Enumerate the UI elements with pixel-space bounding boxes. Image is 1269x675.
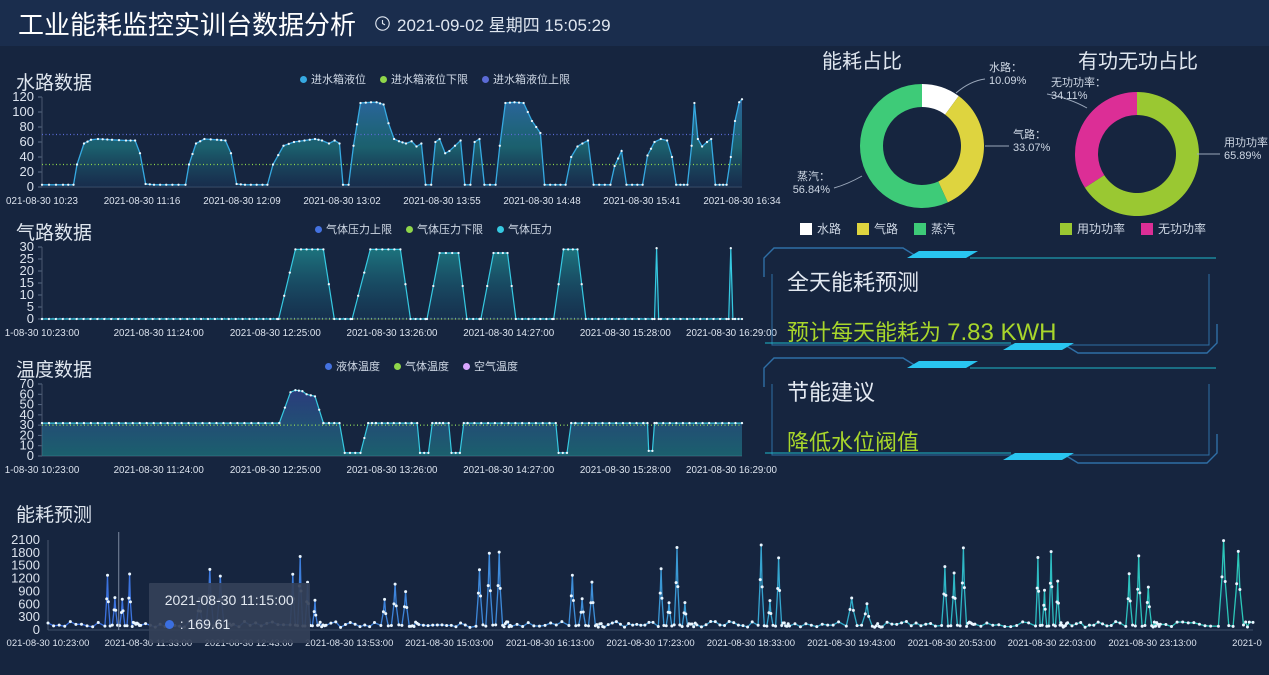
svg-text:2021-08-30 19:43:00: 2021-08-30 19:43:00	[807, 638, 895, 649]
svg-text:2100: 2100	[11, 532, 40, 547]
svg-text:1-08-30 10:23:00: 1-08-30 10:23:00	[5, 328, 80, 339]
svg-text:0: 0	[33, 622, 40, 637]
svg-text:40: 40	[20, 149, 34, 164]
svg-text:10.09%: 10.09%	[989, 75, 1027, 87]
svg-text:60: 60	[20, 134, 34, 149]
svg-text:1200: 1200	[11, 571, 40, 586]
svg-text:2021-08-30 12:25:00: 2021-08-30 12:25:00	[230, 465, 322, 476]
svg-text:56.84%: 56.84%	[793, 184, 831, 196]
svg-text:2021-08-30 14:48: 2021-08-30 14:48	[503, 196, 581, 207]
svg-text:2021-08-30 13:55: 2021-08-30 13:55	[403, 196, 481, 207]
svg-text:900: 900	[18, 583, 40, 598]
svg-text:2021-08-30 12:25:00: 2021-08-30 12:25:00	[230, 328, 322, 339]
svg-text:水路：: 水路：	[989, 61, 1022, 74]
svg-text:2021-08-30 13:02: 2021-08-30 13:02	[303, 196, 380, 207]
svg-text:021-08-30 10:23:00: 021-08-30 10:23:00	[7, 638, 90, 649]
svg-text:2021-08-30 13:26:00: 2021-08-30 13:26:00	[347, 465, 439, 476]
svg-text:2021-08-30 15:28:00: 2021-08-30 15:28:00	[580, 465, 672, 476]
svg-text:2021-08-30 14:27:00: 2021-08-30 14:27:00	[463, 465, 555, 476]
svg-text:600: 600	[18, 596, 40, 611]
svg-text:70: 70	[20, 376, 34, 391]
svg-text:2021-08-30 15:03:00: 2021-08-30 15:03:00	[405, 638, 493, 649]
svg-text:2021-08-30 11:24:00: 2021-08-30 11:24:00	[114, 465, 205, 476]
svg-text:2021-08-30 16:29:00: 2021-08-30 16:29:00	[686, 465, 778, 476]
svg-text:2021-08-30 12:09: 2021-08-30 12:09	[203, 196, 280, 207]
svg-text:20: 20	[20, 164, 34, 179]
svg-text:2021-08-30 18:33:00: 2021-08-30 18:33:00	[707, 638, 795, 649]
svg-text:2021-08-30 11:16: 2021-08-30 11:16	[104, 196, 181, 207]
svg-text:2021-08-30 17:23:00: 2021-08-30 17:23:00	[606, 638, 694, 649]
svg-text:65.89%: 65.89%	[1224, 150, 1262, 162]
svg-text:120: 120	[12, 89, 34, 104]
svg-text:1800: 1800	[11, 545, 40, 560]
svg-text:100: 100	[12, 104, 34, 119]
svg-text:无功功率：: 无功功率：	[1051, 75, 1106, 89]
svg-text:用功功率：: 用功功率：	[1224, 135, 1269, 149]
svg-text:蒸汽：: 蒸汽：	[797, 169, 830, 183]
svg-text:0: 0	[27, 179, 34, 194]
svg-text:2021-08-30 13:26:00: 2021-08-30 13:26:00	[347, 328, 439, 339]
svg-text:1-08-30 10:23:00: 1-08-30 10:23:00	[5, 465, 80, 476]
svg-text:2021-08-30 14:27:00: 2021-08-30 14:27:00	[463, 328, 555, 339]
svg-text:2021-08-30 16:13:00: 2021-08-30 16:13:00	[506, 638, 594, 649]
svg-text:2021-0: 2021-0	[1232, 638, 1262, 649]
svg-text:2021-08-30 11:24:00: 2021-08-30 11:24:00	[114, 328, 205, 339]
svg-text:1500: 1500	[11, 558, 40, 573]
svg-text:34.11%: 34.11%	[1051, 90, 1088, 102]
svg-text:80: 80	[20, 119, 34, 134]
svg-text:2021-08-30 15:28:00: 2021-08-30 15:28:00	[580, 328, 672, 339]
svg-text:2021-08-30 23:13:00: 2021-08-30 23:13:00	[1108, 638, 1196, 649]
svg-text:2021-08-30 20:53:00: 2021-08-30 20:53:00	[908, 638, 996, 649]
svg-text:2021-08-30 15:41: 2021-08-30 15:41	[603, 196, 680, 207]
svg-text:2021-08-30 22:03:00: 2021-08-30 22:03:00	[1008, 638, 1096, 649]
svg-text:021-08-30 10:23: 021-08-30 10:23	[6, 196, 78, 207]
svg-text:2021-08-30 16:34: 2021-08-30 16:34	[703, 196, 781, 207]
svg-text:30: 30	[20, 239, 34, 254]
svg-text:2021-08-30 13:53:00: 2021-08-30 13:53:00	[305, 638, 393, 649]
svg-text:300: 300	[18, 609, 40, 624]
